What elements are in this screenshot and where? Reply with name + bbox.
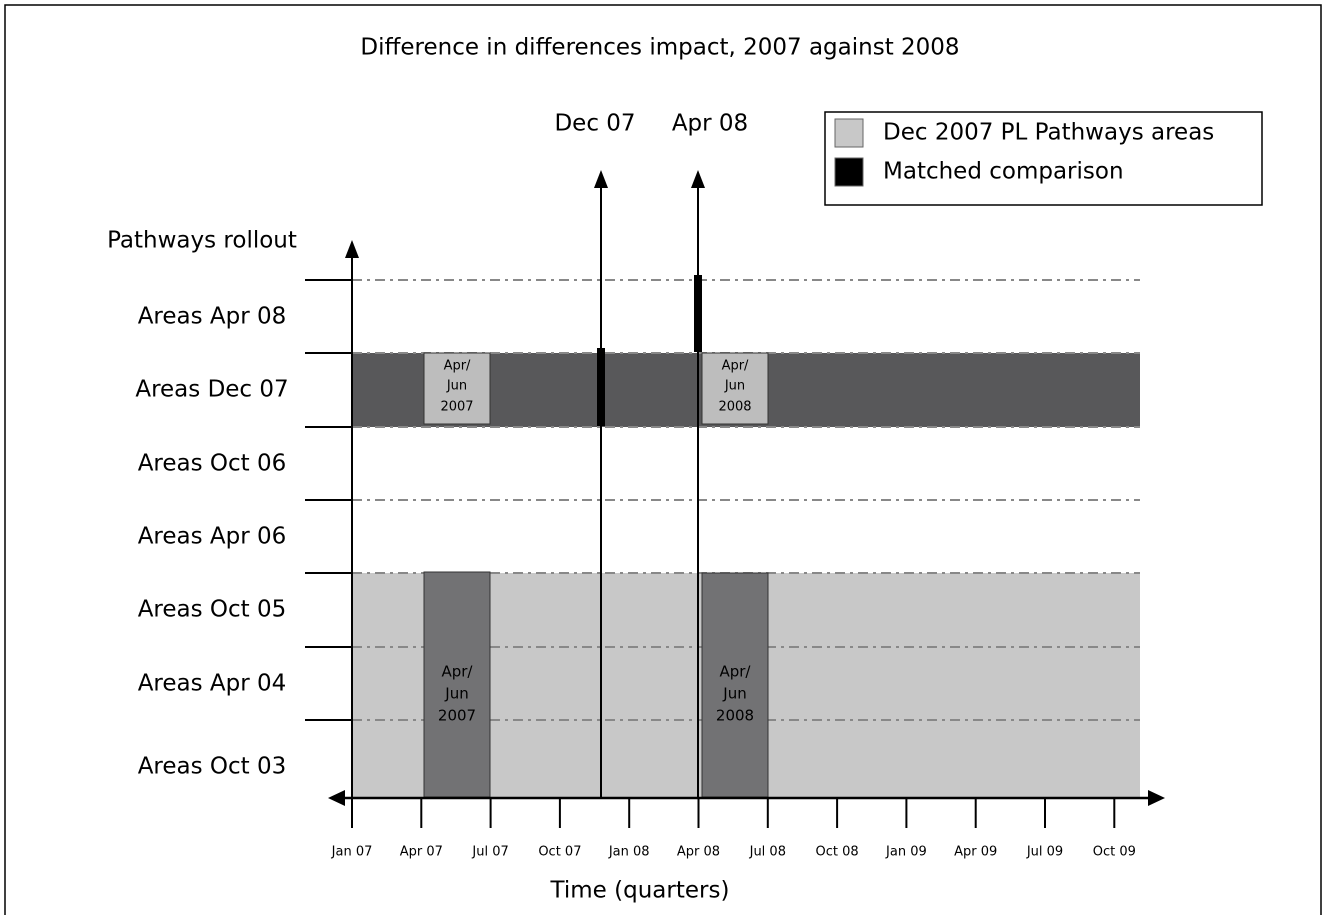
box-text: 2007: [438, 707, 476, 725]
row-label: Areas Apr 08: [138, 304, 287, 330]
x-tick-label: Jul 09: [1026, 845, 1063, 860]
comparison-segment: [694, 275, 702, 352]
box-text: 2007: [440, 400, 473, 415]
x-tick-label: Oct 09: [1093, 845, 1136, 860]
box-text: Apr/: [722, 359, 749, 374]
x-tick-label: Oct 07: [538, 845, 581, 860]
box-text: Jun: [446, 379, 467, 394]
box-text: 2008: [718, 400, 751, 415]
box-text: Jun: [444, 685, 468, 703]
x-tick-label: Jan 09: [885, 845, 927, 860]
legend-label: Dec 2007 PL Pathways areas: [883, 120, 1214, 146]
x-axis-label: Time (quarters): [550, 878, 730, 904]
x-tick-label: Jul 08: [749, 845, 786, 860]
title: Difference in differences impact, 2007 a…: [360, 35, 959, 61]
y-arrow: [345, 240, 359, 258]
x-tick-label: Jan 07: [331, 845, 373, 860]
frame: [4, 4, 1322, 919]
box-text: Jun: [724, 379, 745, 394]
period-box: [423, 571, 491, 798]
period-box: [701, 572, 769, 798]
marker-label: Dec 07: [554, 111, 635, 137]
legend: [824, 111, 1263, 206]
row-label: Areas Oct 05: [138, 597, 287, 623]
comparison-segment: [597, 348, 605, 426]
box-text: Apr/: [444, 359, 471, 374]
x-tick-label: Apr 09: [954, 845, 997, 860]
row-label: Areas Dec 07: [135, 377, 288, 403]
box-text: Apr/: [719, 663, 751, 681]
x-tick-label: Jan 08: [608, 845, 650, 860]
row-label: Areas Oct 03: [138, 754, 287, 780]
x-arrow-left: [328, 790, 345, 806]
box-text: Jun: [722, 685, 746, 703]
legend-label: Matched comparison: [883, 159, 1124, 185]
x-tick-label: Oct 08: [816, 845, 859, 860]
row-label: Areas Apr 04: [138, 671, 287, 697]
legend-swatch: [834, 118, 864, 148]
x-tick-label: Apr 08: [677, 845, 720, 860]
marker-arrow: [594, 170, 608, 188]
x-tick-label: Apr 07: [400, 845, 443, 860]
marker-label: Apr 08: [672, 111, 748, 137]
legend-swatch: [834, 157, 864, 187]
x-tick-label: Jul 07: [471, 845, 508, 860]
box-text: 2008: [716, 707, 754, 725]
box-text: Apr/: [441, 663, 473, 681]
period-box: [423, 352, 491, 425]
y-axis-label: Pathways rollout: [107, 228, 297, 254]
marker-arrow: [691, 170, 705, 188]
x-arrow-right: [1148, 790, 1165, 806]
row-label: Areas Apr 06: [138, 524, 287, 550]
period-box: [701, 352, 769, 425]
row-label: Areas Oct 06: [138, 451, 287, 477]
